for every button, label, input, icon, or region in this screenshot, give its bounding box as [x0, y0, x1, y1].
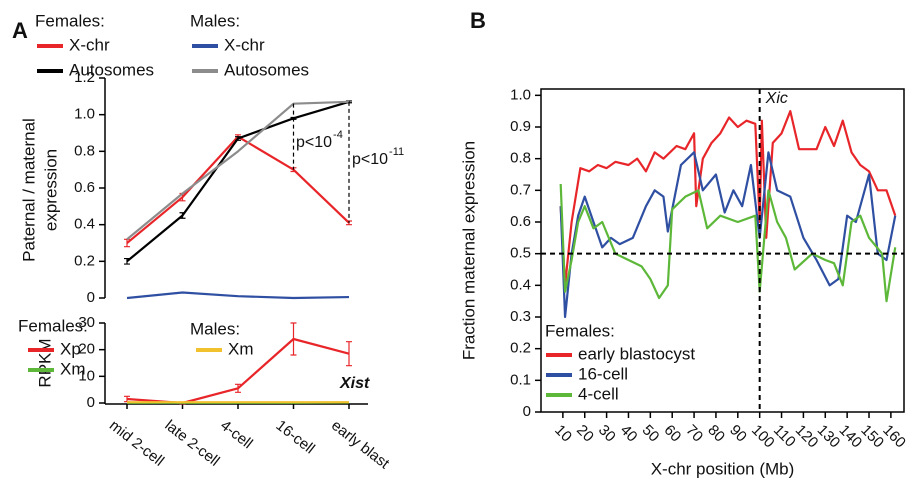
x-axis-title: X-chr position (Mb) [651, 459, 795, 478]
error-bar [235, 383, 241, 393]
y-tick-label: 20 [78, 341, 95, 358]
error-bar [290, 322, 297, 356]
error-bar [235, 136, 241, 141]
legend-title: Males: [190, 11, 240, 30]
annotation: p<10 [296, 134, 332, 151]
annotation: Xic [765, 90, 788, 107]
x-tick-label: 10 [551, 422, 575, 446]
annotation-exponent: -4 [333, 129, 343, 141]
panel-label: A [12, 18, 28, 43]
y-tick-label: 0.1 [510, 371, 531, 388]
y-tick-label: 1.2 [74, 69, 95, 86]
x-tick-label: 70 [682, 422, 706, 446]
annotation: Xist [339, 375, 370, 392]
y-axis-title: Paternal / maternal [19, 118, 38, 262]
y-axis-title: Fraction maternal expression [459, 141, 478, 360]
y-tick-label: 0.4 [74, 216, 95, 233]
x-tick-label: 4-cell [217, 417, 256, 452]
x-tick-label: 16-cell [273, 417, 318, 458]
x-tick-label: 40 [617, 422, 641, 446]
y-tick-label: 1.0 [510, 86, 531, 103]
error-bar [346, 341, 352, 367]
y-tick-label: 10 [78, 367, 95, 384]
y-axis-title: expression [41, 149, 60, 231]
y-tick-label: 0.8 [74, 142, 95, 159]
legend-label: Autosomes [69, 60, 154, 79]
x-tick-label: 20 [573, 422, 597, 446]
y-tick-label: 0.7 [510, 181, 531, 198]
x-tick-label: 30 [595, 422, 619, 446]
x-tick-label: mid 2-cell [106, 417, 167, 470]
error-bar [124, 257, 130, 265]
y-tick-label: 0.9 [510, 118, 531, 135]
series-line [559, 110, 897, 287]
legend-title: Females: [18, 316, 88, 335]
y-tick-label: 0 [87, 394, 95, 411]
y-tick-label: 0.6 [74, 179, 95, 196]
legend-title: Females: [545, 321, 615, 340]
y-tick-label: 0.2 [74, 252, 95, 269]
legend-title: Females: [35, 11, 105, 30]
y-tick-label: 0.5 [510, 245, 531, 262]
y-tick-label: 0 [523, 403, 531, 420]
x-tick-label: 90 [726, 422, 750, 446]
legend-label: Xm [228, 339, 254, 358]
y-tick-label: 0.3 [510, 308, 531, 325]
legend-label: X-chr [69, 35, 110, 54]
x-tick-label: 160 [879, 422, 909, 452]
annotation: p<10 [352, 151, 388, 168]
plot-frame [540, 88, 905, 413]
series-line [126, 100, 350, 263]
y-tick-label: 1.0 [74, 106, 95, 123]
legend-label: Autosomes [224, 60, 309, 79]
y-tick-label: 0.8 [510, 150, 531, 167]
x-tick-label: 80 [704, 422, 728, 446]
x-tick-label: 50 [639, 422, 663, 446]
legend-title: Males: [190, 319, 240, 338]
y-tick-label: 30 [78, 314, 95, 331]
series-line [559, 183, 897, 303]
series-line [126, 100, 350, 241]
y-tick-label: 0.4 [510, 276, 531, 293]
series-line [126, 291, 350, 300]
series-line [559, 151, 897, 319]
panel-label: B [470, 8, 486, 33]
x-tick-label: early blast [328, 417, 393, 473]
legend-label: Xp [60, 339, 81, 358]
x-tick-label: late 2-cell [162, 417, 223, 470]
error-bar [179, 212, 186, 219]
y-tick-label: 0 [87, 289, 95, 306]
y-tick-label: 0.2 [510, 340, 531, 357]
annotation-exponent: -11 [389, 146, 404, 158]
x-tick-label: 60 [661, 422, 685, 446]
legend-label: 4-cell [578, 384, 619, 403]
y-tick-label: 0.6 [510, 213, 531, 230]
legend-label: Xm [60, 359, 86, 378]
y-axis-title: RPKM [35, 338, 54, 387]
legend-label: X-chr [224, 35, 265, 54]
legend-label: early blastocyst [578, 344, 695, 363]
legend-label: 16-cell [578, 364, 628, 383]
